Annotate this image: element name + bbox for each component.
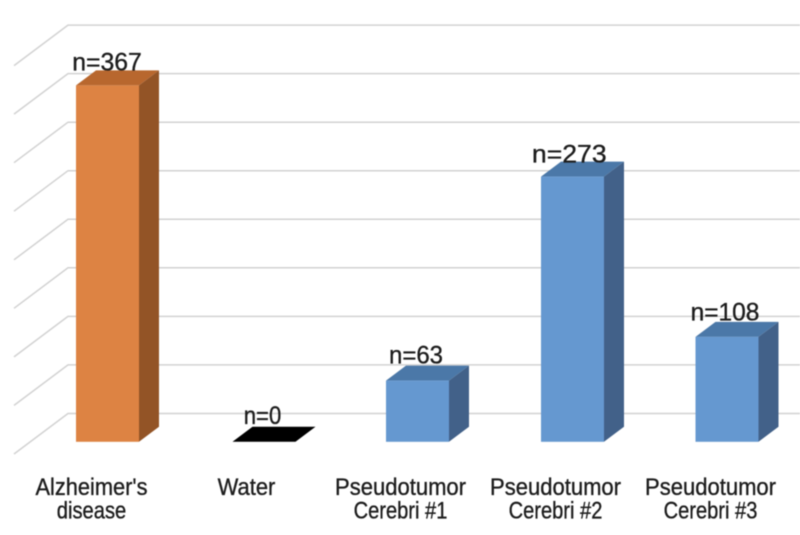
svg-text:Pseudotumor: Pseudotumor [335,474,466,501]
svg-text:Water: Water [218,474,276,501]
svg-text:Alzheimer's: Alzheimer's [36,474,148,501]
svg-text:n=63: n=63 [389,342,443,370]
svg-text:Cerebri #1: Cerebri #1 [354,498,448,525]
svg-text:n=367: n=367 [72,48,142,76]
svg-text:n=273: n=273 [532,141,607,169]
svg-text:n=0: n=0 [244,402,282,430]
svg-text:n=108: n=108 [691,298,760,326]
svg-text:Cerebri #2: Cerebri #2 [509,498,603,525]
svg-text:Cerebri #3: Cerebri #3 [664,498,758,525]
svg-text:Pseudotumor: Pseudotumor [645,474,776,501]
svg-text:disease: disease [57,498,127,525]
svg-text:Pseudotumor: Pseudotumor [490,474,621,501]
